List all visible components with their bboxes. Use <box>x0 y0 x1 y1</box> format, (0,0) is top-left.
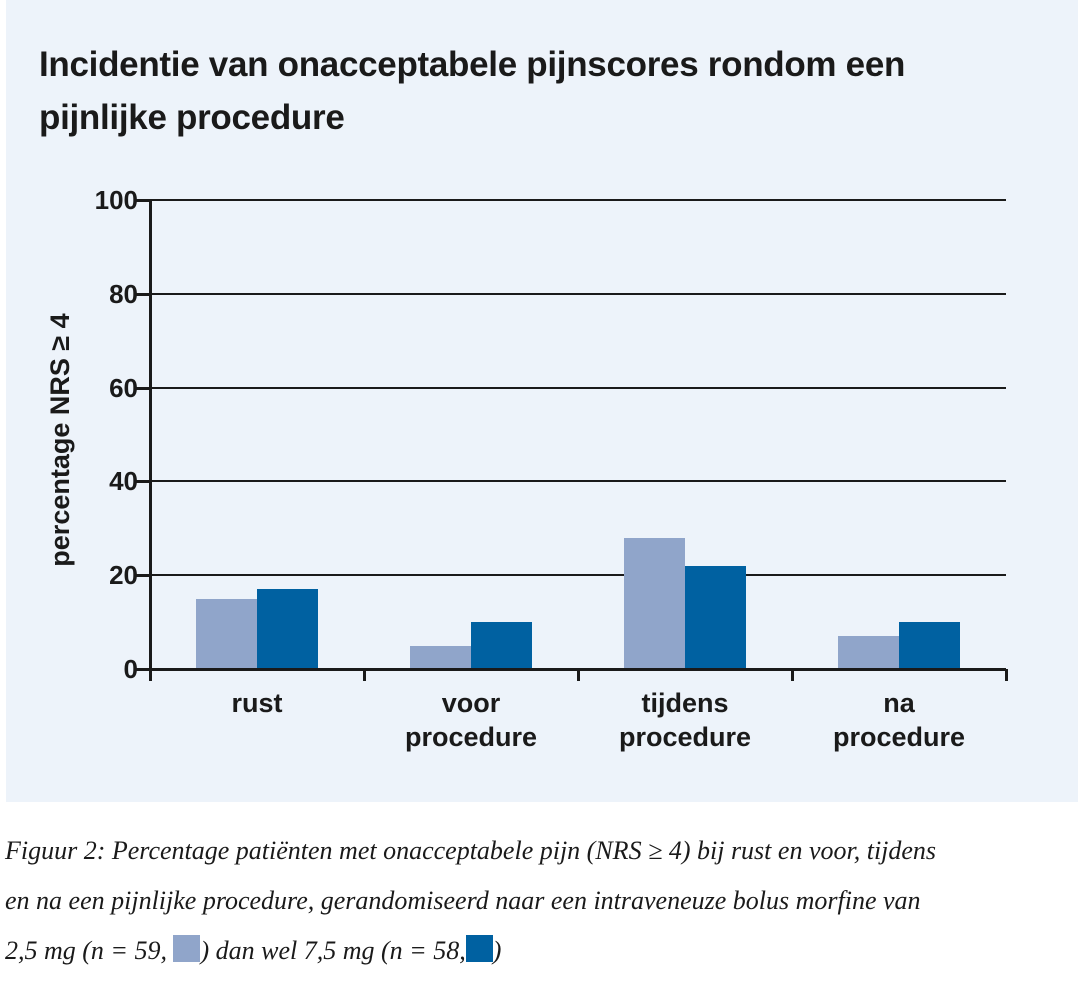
bar-2-5mg <box>624 538 685 669</box>
y-tick-label: 0 <box>123 654 138 684</box>
category-label: na procedure <box>792 686 1006 754</box>
category-label-line: voor <box>441 688 501 718</box>
category-label: tijdens procedure <box>578 686 792 754</box>
y-tick-label: 100 <box>94 185 138 215</box>
y-tick <box>134 199 150 202</box>
chart-title: Incidentie van onacceptabele pijnscores … <box>39 38 905 144</box>
bar-7-5mg <box>899 622 960 669</box>
y-tick-label: 20 <box>109 560 138 590</box>
y-tick-label: 40 <box>109 466 138 496</box>
y-tick <box>134 387 150 390</box>
y-tick <box>134 668 150 671</box>
gridline <box>150 574 1006 576</box>
plot-area: percentage NRS ≥ 4 0 20 40 60 80 100 rust voor p… <box>45 185 1008 754</box>
bar-2-5mg <box>410 646 471 669</box>
x-tick <box>1005 669 1008 681</box>
caption-text-1: 2,5 mg (n = 59, <box>5 936 174 965</box>
category-label-line: na <box>883 688 915 718</box>
x-tick <box>577 669 580 681</box>
bar-7-5mg <box>257 589 318 669</box>
bar-2-5mg <box>838 636 899 669</box>
category-label: voor procedure <box>364 686 578 754</box>
figure-caption: Figuur 2: Percentage patiënten met onacc… <box>5 826 1075 976</box>
gridline <box>150 480 1006 482</box>
caption-line-1: Figuur 2: Percentage patiënten met onacc… <box>5 836 937 865</box>
gridline <box>150 293 1006 295</box>
y-tick-label: 60 <box>109 373 138 403</box>
caption-line-3: 2,5 mg (n = 59, ) dan wel 7,5 mg (n = 58… <box>5 926 1075 976</box>
chart-title-line-1: Incidentie van onacceptabele pijnscores … <box>39 45 906 84</box>
chart-title-line-2: pijnlijke procedure <box>39 98 345 137</box>
bar-7-5mg <box>471 622 532 669</box>
category-label-line: procedure <box>618 722 752 752</box>
y-tick <box>134 293 150 296</box>
y-tick <box>134 574 150 577</box>
category-label-line: tijdens <box>641 688 729 718</box>
bar-7-5mg <box>685 566 746 669</box>
category-label-line: procedure <box>404 722 538 752</box>
x-axis <box>150 668 1006 671</box>
gridline <box>150 199 1006 201</box>
y-axis-title: percentage NRS ≥ 4 <box>45 313 75 567</box>
caption-text-3: ) <box>492 936 502 965</box>
legend-swatch-7-5mg <box>465 935 493 962</box>
legend-swatch-2-5mg <box>173 935 201 962</box>
category-label-line: procedure <box>832 722 966 752</box>
caption-text-2: ) dan wel 7,5 mg (n = 58, <box>200 936 466 965</box>
x-tick <box>363 669 366 681</box>
y-tick-label: 80 <box>109 279 138 309</box>
category-label: rust <box>150 686 364 720</box>
y-tick <box>134 480 150 483</box>
x-tick <box>791 669 794 681</box>
y-axis <box>149 199 152 681</box>
bar-2-5mg <box>196 599 257 669</box>
category-label-line: rust <box>231 688 283 718</box>
gridline <box>150 387 1006 389</box>
caption-line-2: en na een pijnlijke procedure, gerandomi… <box>5 886 921 915</box>
